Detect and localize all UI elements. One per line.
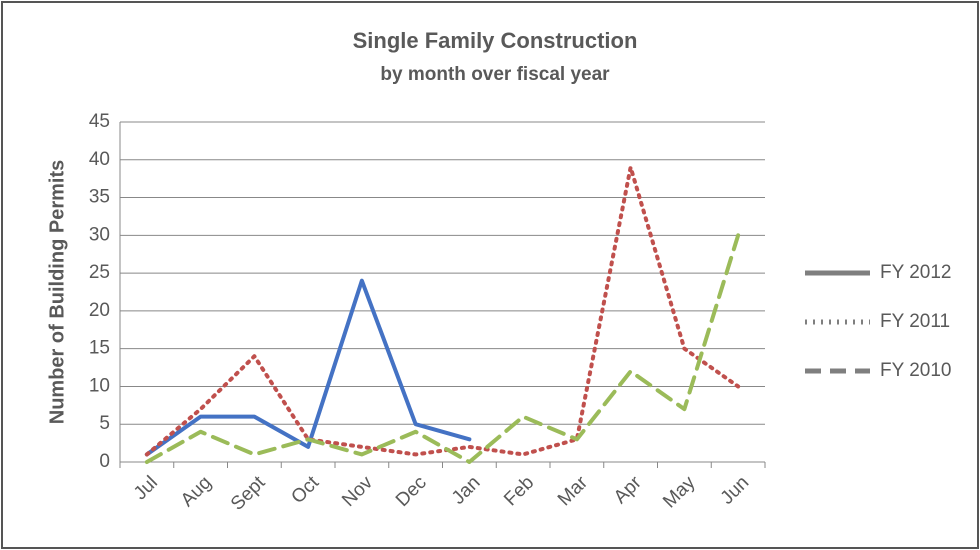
- y-tick-label: 15: [89, 338, 110, 359]
- series-line: [144, 165, 741, 457]
- chart-title: Single Family Construction: [353, 28, 638, 53]
- y-tick-label: 0: [99, 451, 110, 472]
- chart-subtitle: by month over fiscal year: [380, 64, 610, 85]
- y-tick-label: 5: [99, 413, 110, 434]
- legend-label: FY 2011: [880, 311, 950, 332]
- legend-label: FY 2010: [880, 360, 951, 381]
- y-tick-label: 25: [89, 262, 110, 283]
- y-tick-label: 40: [89, 149, 110, 170]
- series-line: [144, 233, 741, 464]
- y-tick-label: 45: [89, 111, 110, 132]
- y-tick-label: 30: [89, 224, 110, 245]
- y-tick-label: 10: [89, 375, 110, 396]
- series-line: [144, 278, 472, 457]
- y-axis-label: Number of Building Permits: [46, 160, 68, 424]
- y-tick-label: 20: [89, 300, 110, 321]
- y-tick-label: 35: [89, 187, 110, 208]
- legend-label: FY 2012: [880, 262, 951, 283]
